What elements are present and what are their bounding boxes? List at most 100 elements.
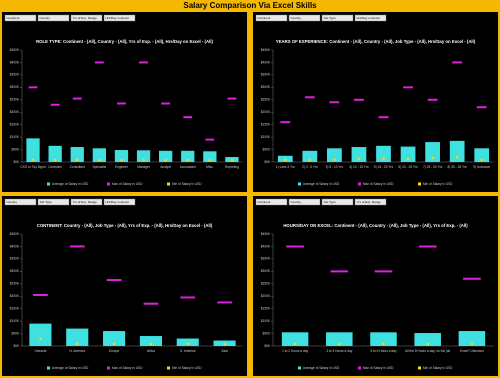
filter-label[interactable]: Hrs/Day on Excel	[357, 16, 381, 20]
legend-swatch	[47, 182, 50, 186]
filter-label[interactable]: Country	[7, 200, 18, 204]
min-marker	[308, 158, 312, 162]
legend-swatch	[107, 182, 110, 186]
filter-label[interactable]: Country	[40, 16, 51, 20]
legend-label: Min of Salary in USD	[423, 366, 453, 370]
filter-button[interactable]	[103, 198, 136, 206]
filter-button[interactable]	[4, 14, 37, 22]
y-tick-label: $0K	[13, 160, 20, 164]
filter-label[interactable]: Hrs/Day on Excel	[106, 200, 130, 204]
filter-label[interactable]: Continent	[258, 16, 271, 20]
y-tick-label: $350K	[10, 73, 20, 77]
y-tick-label: $350K	[261, 73, 271, 77]
chart-title: HOURS/DAY ON EXCEL: Continent - (All), C…	[283, 223, 468, 228]
filter-label[interactable]: Job Type	[324, 16, 336, 20]
legend-swatch	[167, 182, 170, 186]
legend-label: Max of Salary in USD	[363, 366, 394, 370]
filter-button[interactable]	[321, 198, 354, 206]
filter-button[interactable]	[103, 14, 136, 22]
x-tick-label: 8) 30 - 35 Yrs	[448, 165, 468, 169]
x-tick-label: Africa	[147, 349, 155, 353]
filter-button[interactable]	[37, 198, 70, 206]
bar	[449, 140, 465, 162]
legend-label: Max of Salary in USD	[363, 182, 394, 186]
filter-label[interactable]: Hrs/Day on Excel	[106, 16, 130, 20]
filter-label[interactable]: Yrs of Exp. Range	[357, 200, 382, 204]
y-tick-label: $200K	[10, 110, 20, 114]
x-tick-label: 6) 20 - 25 Yrs	[398, 165, 418, 169]
bar	[326, 332, 353, 346]
bar	[103, 331, 126, 346]
filter-button[interactable]	[288, 198, 321, 206]
y-tick-label: $350K	[261, 257, 271, 261]
y-tick-label: $450K	[10, 232, 20, 236]
y-tick-label: $100K	[10, 319, 20, 323]
filter-button[interactable]	[70, 198, 103, 206]
x-tick-label: 3) 5 - 10 Yrs	[326, 165, 344, 169]
filter-button[interactable]	[255, 14, 288, 22]
x-tick-label: S. America	[180, 349, 196, 353]
min-marker	[186, 342, 190, 346]
x-tick-label: N. America	[69, 349, 85, 353]
bar	[176, 338, 199, 346]
bar	[458, 331, 486, 346]
y-tick-label: $0K	[264, 160, 271, 164]
legend-label: Max of Salary in USD	[112, 366, 143, 370]
y-tick-label: $300K	[10, 85, 20, 89]
bar	[159, 150, 173, 162]
bar	[136, 150, 151, 162]
filter-label[interactable]: Continent	[258, 200, 271, 204]
min-marker	[406, 157, 410, 161]
min-marker	[164, 158, 167, 162]
y-tick-label: $400K	[10, 244, 20, 248]
min-marker	[455, 155, 459, 159]
filter-button[interactable]	[354, 14, 387, 22]
x-tick-label: Manager	[137, 165, 151, 169]
y-tick-label: $300K	[10, 269, 20, 273]
y-tick-label: $400K	[261, 244, 271, 248]
filter-label[interactable]: Job Type	[40, 200, 52, 204]
min-marker	[75, 342, 79, 346]
y-tick-label: $50K	[12, 331, 20, 335]
filter-label[interactable]: Country	[291, 200, 302, 204]
filter-button[interactable]	[288, 14, 321, 22]
y-tick-label: $300K	[261, 269, 271, 273]
filter-button[interactable]	[70, 14, 103, 22]
y-tick-label: $0K	[13, 344, 20, 348]
y-tick-label: $350K	[10, 257, 20, 261]
filter-label[interactable]: Job Type	[324, 200, 336, 204]
legend-label: Average of Salary in USD	[303, 182, 340, 186]
chart-title: ROLE TYPE: Continent - (All), Country - …	[36, 39, 213, 44]
min-marker	[230, 158, 234, 162]
filter-label[interactable]: Country	[291, 16, 302, 20]
y-tick-label: $150K	[10, 123, 20, 127]
x-tick-label: 5 to 6 Hours a day	[370, 349, 396, 353]
y-tick-label: $150K	[261, 123, 271, 127]
filter-label[interactable]: Continent	[7, 16, 20, 20]
legend-label: Min of Salary in USD	[423, 182, 453, 186]
filter-button[interactable]	[255, 198, 288, 206]
legend-swatch	[418, 182, 421, 186]
legend-label: Min of Salary in USD	[172, 182, 202, 186]
filter-button[interactable]	[37, 14, 70, 22]
filter-button[interactable]	[321, 14, 354, 22]
y-tick-label: $200K	[261, 294, 271, 298]
x-tick-label: 1 to 2 Hours a day	[282, 349, 308, 353]
min-marker	[142, 158, 145, 162]
min-marker	[31, 158, 35, 162]
y-tick-label: $250K	[261, 282, 271, 286]
filter-button[interactable]	[4, 198, 37, 206]
filter-label[interactable]: Yrs of Exp. Range	[73, 200, 98, 204]
y-tick-label: $250K	[10, 98, 20, 102]
legend-swatch	[47, 366, 50, 370]
legend-swatch	[358, 366, 361, 370]
filter-button[interactable]	[354, 198, 387, 206]
bar	[29, 323, 52, 346]
min-marker	[357, 157, 361, 161]
min-marker	[431, 156, 434, 160]
min-marker	[382, 342, 385, 346]
filter-label[interactable]: Yrs of Exp. Range	[73, 16, 98, 20]
x-tick-label: Analyst	[160, 165, 171, 169]
min-marker	[75, 158, 79, 162]
